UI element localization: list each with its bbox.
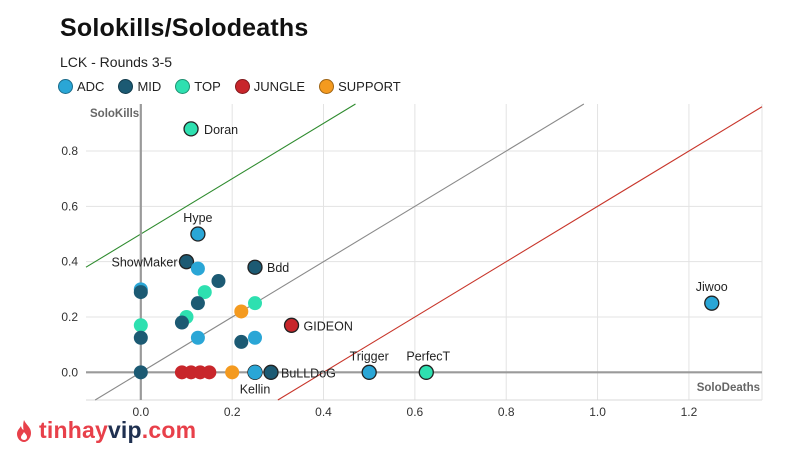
chart-subtitle: LCK - Rounds 3-5 bbox=[60, 54, 173, 70]
x-tick-label: 0.6 bbox=[407, 405, 424, 419]
x-tick-label: 0.4 bbox=[315, 405, 332, 419]
point-label-bulldog: BuLLDoG bbox=[281, 366, 336, 380]
x-tick-label: 1.2 bbox=[681, 405, 698, 419]
watermark-accent: vip bbox=[107, 417, 142, 443]
flame-icon bbox=[17, 419, 31, 442]
point-label-trigger: Trigger bbox=[350, 349, 389, 363]
legend-item-support[interactable]: SUPPORT bbox=[319, 79, 401, 94]
legend-swatch bbox=[175, 79, 191, 94]
data-point-trigger bbox=[361, 364, 377, 380]
data-point-support bbox=[225, 365, 240, 380]
y-tick-label: 0.8 bbox=[61, 144, 78, 158]
x-axis-title: SoloDeaths bbox=[697, 382, 760, 394]
data-point-mid bbox=[133, 365, 148, 380]
point-label-jiwoo: Jiwoo bbox=[696, 280, 728, 294]
data-point-adc bbox=[190, 261, 205, 276]
point-label-perfect: PerfecT bbox=[406, 349, 450, 363]
data-point-mid bbox=[234, 334, 249, 349]
data-point-showmaker bbox=[178, 254, 195, 270]
legend-label: SUPPORT bbox=[338, 79, 401, 94]
reference-lines bbox=[85, 103, 763, 401]
data-points bbox=[133, 121, 720, 380]
data-point-adc bbox=[190, 330, 205, 345]
data-point-doran bbox=[183, 121, 199, 137]
legend-item-adc[interactable]: ADC bbox=[58, 79, 104, 94]
x-tick-label: 0.8 bbox=[498, 405, 515, 419]
x-tick-label: 0.2 bbox=[224, 405, 241, 419]
legend-item-top[interactable]: TOP bbox=[175, 79, 221, 94]
point-labels: Doran Hype ShowMaker Bdd Jiwoo GIDEON Trigger P… bbox=[111, 123, 727, 396]
data-point-mid bbox=[190, 296, 205, 311]
data-point-jiwoo bbox=[704, 295, 720, 311]
watermark-suffix: .com bbox=[141, 417, 197, 443]
chart-legend: ADC MID TOP JUNGLE SUPPORT bbox=[58, 79, 415, 94]
legend-label: TOP bbox=[194, 79, 221, 94]
data-point-gideon bbox=[283, 317, 300, 333]
point-label-kellin: Kellin bbox=[240, 382, 271, 396]
watermark-prefix: tinhay bbox=[39, 417, 108, 443]
watermark-text: tinhayvip.com bbox=[39, 417, 196, 444]
legend-item-mid[interactable]: MID bbox=[118, 79, 161, 94]
data-point-hype bbox=[190, 226, 206, 242]
data-point-mid bbox=[133, 285, 148, 300]
y-tick-label: 0.6 bbox=[61, 199, 78, 213]
data-point-adc bbox=[248, 330, 262, 345]
legend-item-jungle[interactable]: JUNGLE bbox=[234, 79, 306, 94]
x-tick-label: 1.0 bbox=[589, 405, 606, 419]
reference-line bbox=[277, 106, 763, 401]
y-tick-label: 0.4 bbox=[61, 255, 78, 269]
legend-swatch bbox=[118, 79, 134, 94]
legend-swatch bbox=[58, 79, 73, 94]
point-label-showmaker: ShowMaker bbox=[111, 256, 177, 270]
legend-swatch bbox=[319, 79, 335, 94]
data-point-mid bbox=[211, 274, 226, 289]
legend-label: ADC bbox=[77, 79, 105, 94]
data-point-top bbox=[248, 296, 262, 311]
data-point-top bbox=[133, 318, 148, 333]
data-point-jungle bbox=[202, 365, 217, 380]
data-point-top bbox=[197, 285, 212, 300]
point-label-gideon: GIDEON bbox=[304, 319, 353, 333]
legend-label: MID bbox=[137, 79, 162, 94]
y-tick-label: 0.0 bbox=[61, 365, 78, 379]
point-label-doran: Doran bbox=[204, 123, 238, 137]
data-point-bdd bbox=[247, 259, 263, 275]
data-point-support bbox=[234, 304, 249, 319]
chart-title: Solokills/Solodeaths bbox=[60, 14, 309, 42]
watermark-logo: tinhayvip.com bbox=[12, 417, 196, 444]
data-point-mid bbox=[174, 315, 189, 330]
point-label-hype: Hype bbox=[183, 211, 212, 225]
reference-line bbox=[85, 103, 356, 268]
data-point-adc bbox=[248, 365, 262, 380]
point-label-bdd: Bdd bbox=[267, 261, 289, 275]
data-point-bulldog bbox=[263, 364, 279, 380]
legend-swatch bbox=[234, 79, 250, 94]
legend-label: JUNGLE bbox=[253, 79, 306, 94]
y-axis-title: SoloKills bbox=[90, 108, 139, 120]
y-tick-label: 0.2 bbox=[61, 310, 78, 324]
reference-line bbox=[94, 103, 585, 401]
data-point-mid bbox=[133, 330, 148, 345]
x-tick-label: 0.0 bbox=[132, 405, 149, 419]
data-point-perfect bbox=[418, 364, 434, 380]
